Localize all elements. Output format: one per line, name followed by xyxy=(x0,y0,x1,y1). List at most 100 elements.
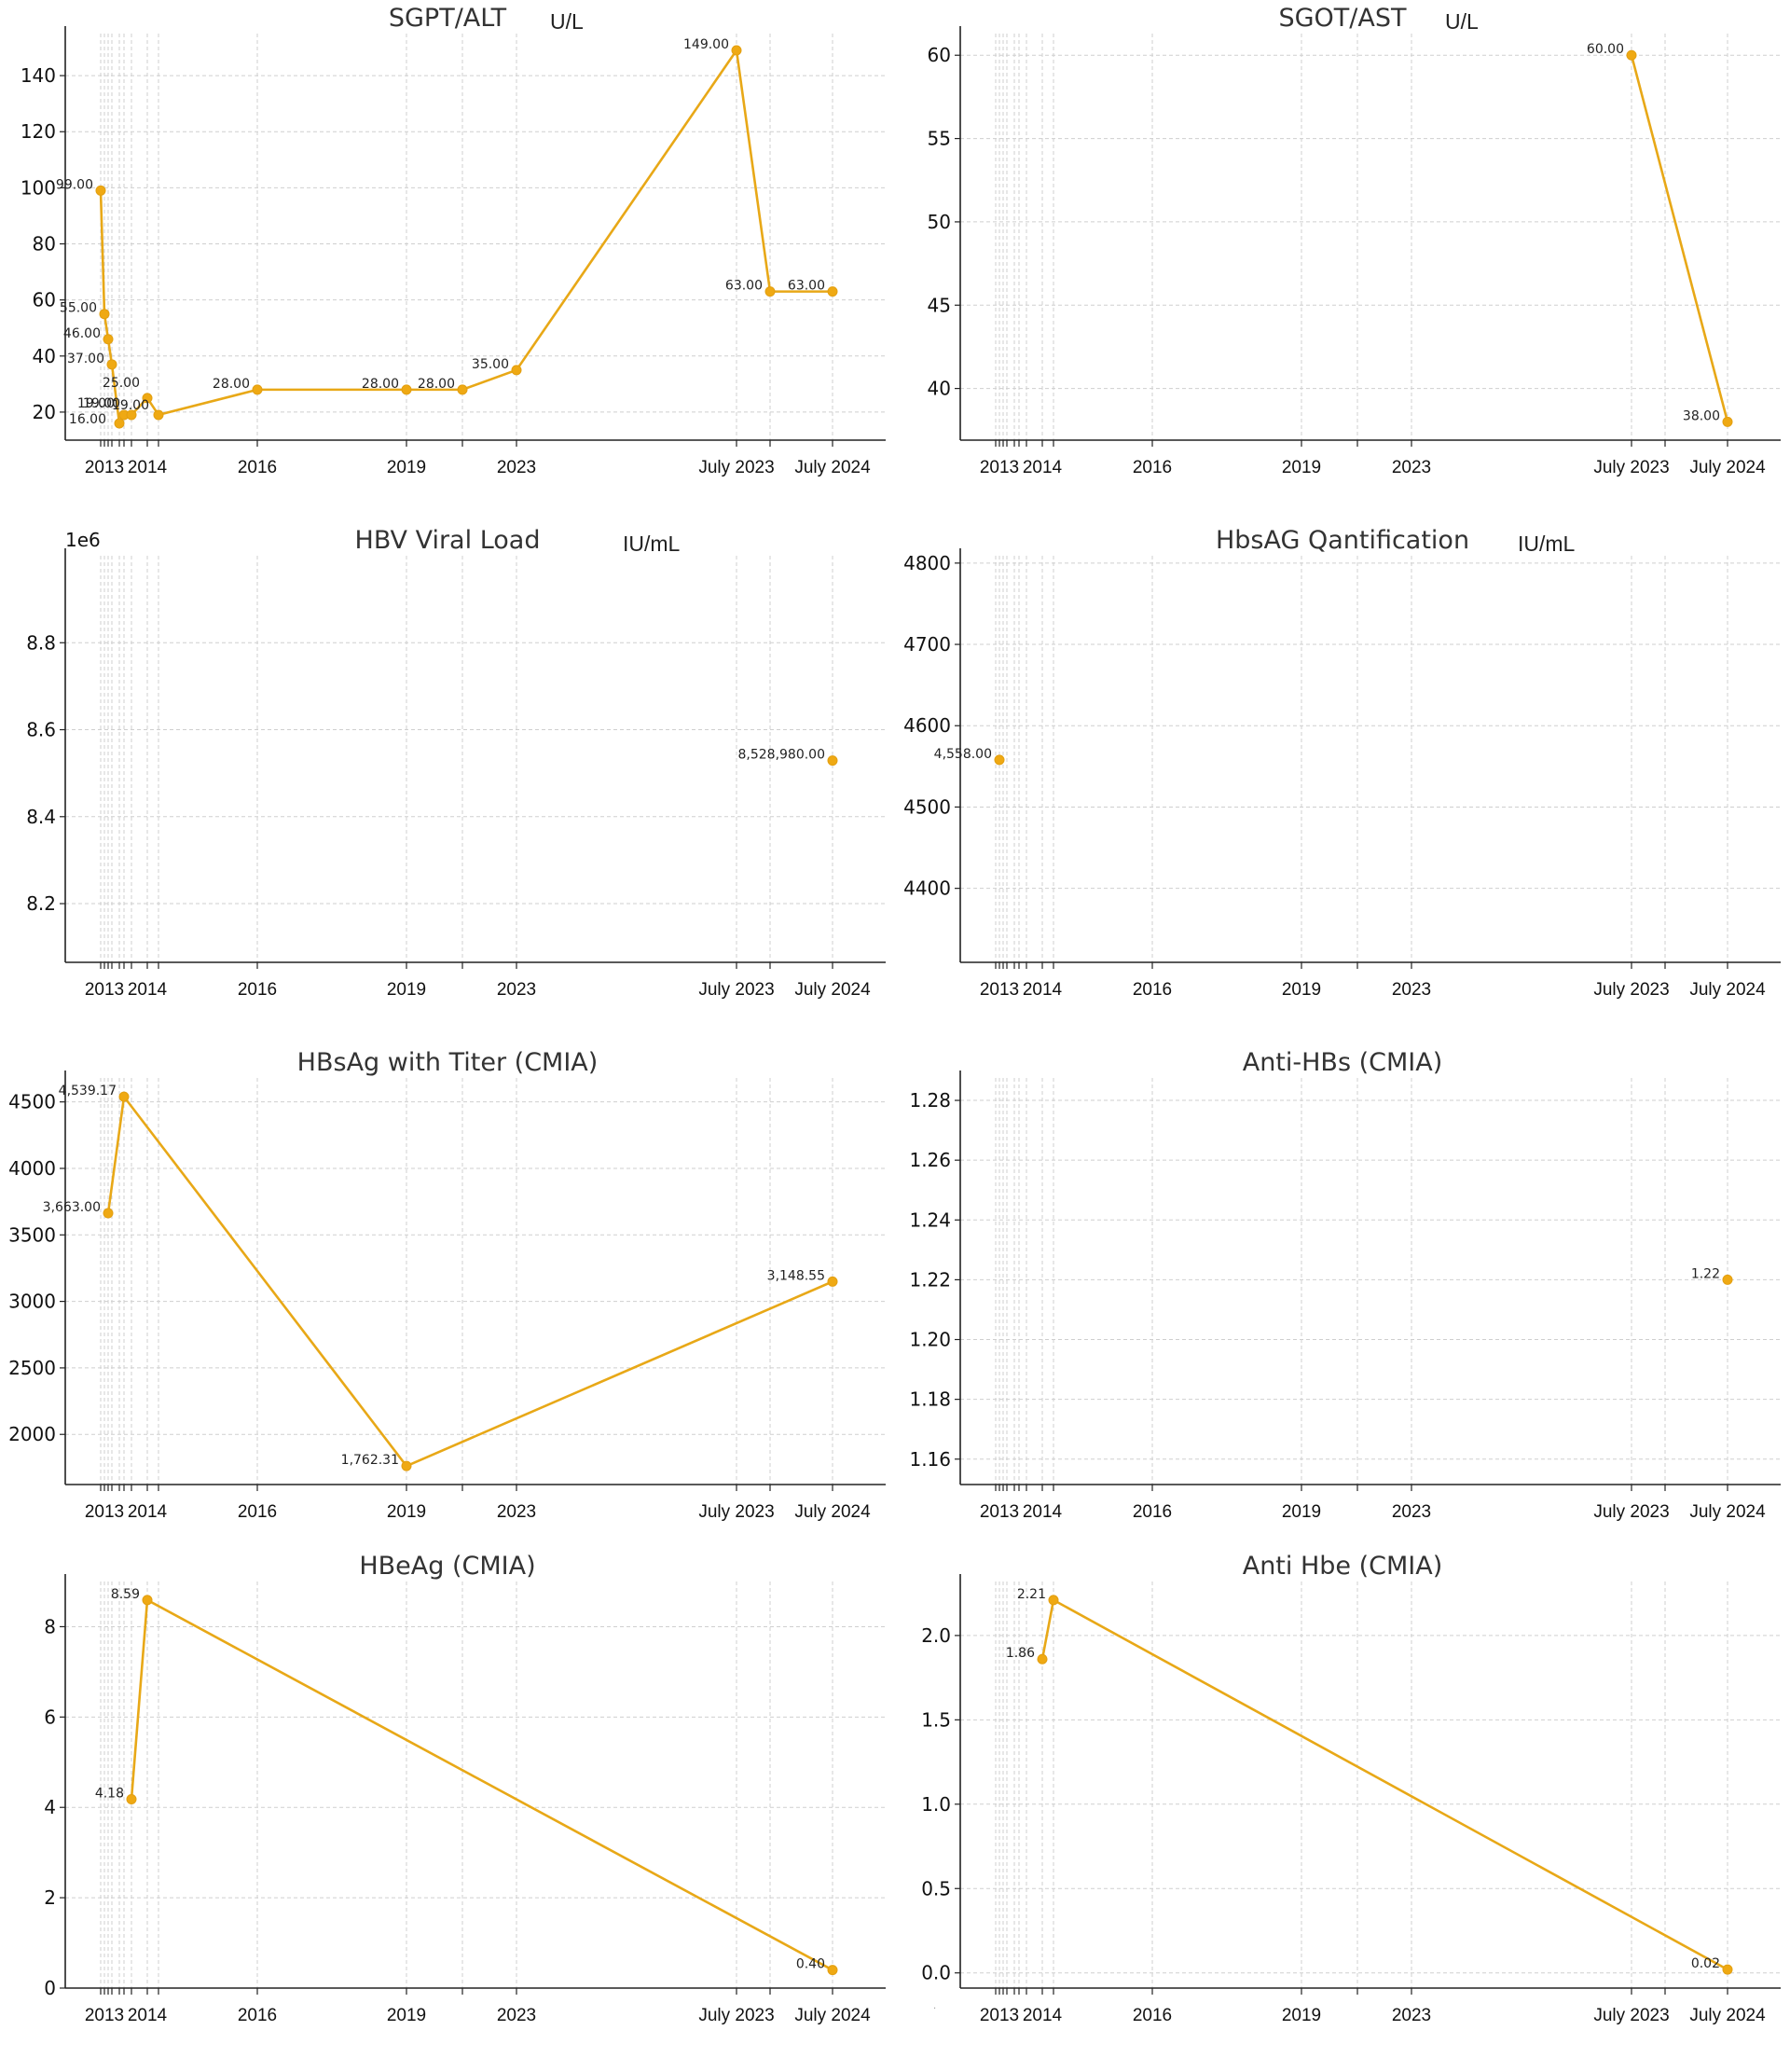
data-label: 28.00 xyxy=(213,377,250,392)
data-label: 28.00 xyxy=(418,377,455,392)
x-tick-label: 2019 xyxy=(387,458,426,477)
x-tick-label: 2016 xyxy=(238,2006,277,2025)
y-tick-label: 4600 xyxy=(903,714,951,737)
data-label: 38.00 xyxy=(1683,408,1720,423)
data-point xyxy=(252,384,263,395)
x-tick-label: 2013 xyxy=(980,2006,1019,2025)
x-tick-label: July 2023 xyxy=(698,980,774,1000)
x-tick-labels: 2013 2014 2016 2019 2023 July 2023 July 2024 xyxy=(85,2006,871,2025)
y-tick-label: 80 xyxy=(33,233,56,256)
x-tick-label: 2013 xyxy=(980,458,1019,477)
y-tick-label: 1.26 xyxy=(909,1149,951,1171)
x-tick-label: July 2024 xyxy=(794,980,871,1000)
y-tick-label: 4800 xyxy=(903,552,951,574)
y-axis-ticks: 8.2 8.4 8.6 8.8 xyxy=(26,631,886,915)
x-tick-label: 2013 xyxy=(980,980,1019,1000)
y-tick-label: 1.16 xyxy=(909,1448,951,1471)
x-tick-label: July 2023 xyxy=(698,458,774,477)
y-axis-ticks: 20 40 60 80 100 120 140 xyxy=(21,64,886,423)
data-label: 28.00 xyxy=(362,377,399,392)
data-point xyxy=(827,1276,838,1287)
data-label: 19.00 xyxy=(83,396,120,411)
x-tick-label: 2019 xyxy=(1282,980,1321,1000)
chart-panel-hbsag_q: HbsAG Qantification IU/mL 4400 4500 4600 4700… xyxy=(895,522,1790,1044)
data-point xyxy=(994,754,1005,766)
data-label: 0.40 xyxy=(796,1957,825,1972)
y-tick-label: 60 xyxy=(33,289,56,311)
data-point xyxy=(764,286,776,297)
y-tick-label: 40 xyxy=(928,378,951,400)
data-label: 4.18 xyxy=(95,1787,124,1802)
y-tick-label: 0.0 xyxy=(921,1962,951,1984)
y-tick-label: 1.18 xyxy=(909,1388,951,1411)
y-tick-label: 4500 xyxy=(8,1091,56,1113)
chart-title: SGOT/AST xyxy=(1278,4,1407,33)
vertical-gridlines xyxy=(100,1582,833,1995)
x-tick-label: 2013 xyxy=(85,980,124,1000)
x-tick-label: 2014 xyxy=(1023,458,1063,477)
y-tick-label: 50 xyxy=(928,211,951,233)
chart-svg: 1.16 1.18 1.20 1.22 1.24 1.26 1.28 2013 2014 2016… xyxy=(909,1071,1781,1522)
data-point xyxy=(827,1965,838,1976)
y-tick-label: 3500 xyxy=(8,1223,56,1246)
y-tick-label: 8.2 xyxy=(26,892,56,915)
x-tick-label: July 2024 xyxy=(1689,458,1766,477)
x-tick-label: 2023 xyxy=(497,2006,536,2025)
x-tick-label: July 2024 xyxy=(794,458,871,477)
chart-panel-antihbe: Anti Hbe (CMIA) 0.0 0.5 1.0 1.5 2.0 2013 2014 20… xyxy=(895,1548,1790,2070)
y-tick-label: 8 xyxy=(44,1615,56,1637)
y-offset-label: 1e6 xyxy=(65,529,101,551)
data-point xyxy=(1722,416,1733,427)
data-point xyxy=(126,409,137,421)
data-label: 8.59 xyxy=(111,1587,140,1602)
chart-svg: 40 45 50 55 60 2013 2014 2016 2019 2023 July 2023 J… xyxy=(928,26,1781,477)
data-label: 2.21 xyxy=(1017,1587,1046,1602)
data-label: 8,528,980.00 xyxy=(737,748,825,763)
data-point xyxy=(731,45,742,56)
y-tick-label: 1.28 xyxy=(909,1089,951,1112)
data-label: 63.00 xyxy=(725,279,763,294)
y-tick-label: 8.6 xyxy=(26,719,56,741)
x-tick-label: 2014 xyxy=(128,1502,168,1522)
y-tick-label: 60 xyxy=(928,44,951,66)
x-tick-label: 2014 xyxy=(1023,1502,1063,1522)
x-tick-label: 2013 xyxy=(85,2006,124,2025)
data-point xyxy=(118,1091,130,1102)
vertical-gridlines xyxy=(100,1078,833,1491)
x-tick-label: 2013 xyxy=(85,458,124,477)
chart-panel-antihbs: Anti-HBs (CMIA) 1.16 1.18 1.20 1.22 1.24 1.26 1… xyxy=(895,1044,1790,1567)
data-point xyxy=(106,359,117,370)
y-tick-label: 1.20 xyxy=(909,1329,951,1351)
y-tick-label: 100 xyxy=(21,176,56,199)
data-label: 4,539.17 xyxy=(59,1084,117,1098)
y-tick-label: 6 xyxy=(44,1706,56,1728)
x-tick-label: 2016 xyxy=(1133,1502,1172,1522)
y-tick-label: 4000 xyxy=(8,1157,56,1180)
data-point xyxy=(99,309,110,320)
data-point xyxy=(1722,1964,1733,1975)
x-tick-label: 2013 xyxy=(980,1502,1019,1522)
x-tick-label: 2023 xyxy=(1392,980,1431,1000)
x-tick-label: July 2024 xyxy=(794,1502,871,1522)
x-tick-label: July 2024 xyxy=(1689,980,1766,1000)
data-point xyxy=(103,334,114,345)
y-tick-label: 40 xyxy=(33,345,56,367)
x-tick-label: 2019 xyxy=(387,980,426,1000)
series-line xyxy=(106,1093,833,1468)
data-label: 19.00 xyxy=(77,396,115,411)
x-tick-labels: 2013 2014 2016 2019 2023 July 2023 July 2024 xyxy=(85,1502,871,1522)
data-label: 0.02 xyxy=(1691,1956,1720,1971)
chart-svg: 4400 4500 4600 4700 4800 2013 2014 2016 2019 2023… xyxy=(903,548,1781,1000)
x-tick-label: 2014 xyxy=(1023,2006,1063,2025)
y-axis-ticks: 40 45 50 55 60 xyxy=(928,44,1781,400)
data-label: 25.00 xyxy=(103,376,140,391)
y-tick-label: 55 xyxy=(928,128,951,150)
data-point xyxy=(153,409,164,421)
y-axis-ticks: 2000 2500 3000 3500 4000 4500 xyxy=(8,1091,886,1445)
data-point xyxy=(114,418,125,429)
data-point xyxy=(126,1794,137,1805)
x-tick-label: July 2023 xyxy=(698,2006,774,2025)
chart-svg: 0.0 0.5 1.0 1.5 2.0 2013 2014 2016 2019 2023 July … xyxy=(921,1574,1781,2025)
chart-panel-hbeag: HBeAg (CMIA) 0 2 4 6 8 2013 2014 2016 2019 2023 Jul… xyxy=(0,1548,895,2070)
chart-unit-label: U/L xyxy=(1445,9,1479,34)
